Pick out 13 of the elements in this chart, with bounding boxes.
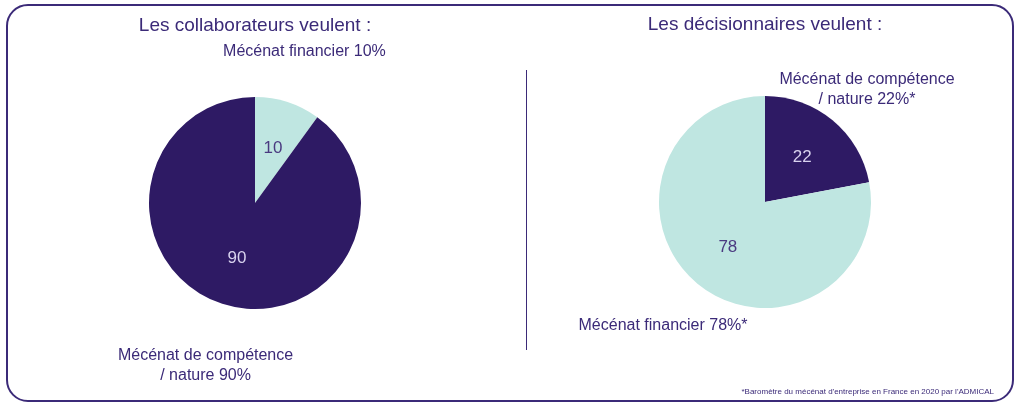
pie-slice bbox=[255, 97, 318, 203]
data-label: 90 bbox=[227, 248, 247, 268]
pie-slice bbox=[149, 97, 361, 309]
data-label: 10 bbox=[263, 137, 283, 157]
slice-label: Mécénat financier 10% bbox=[223, 41, 386, 59]
text: *Baromètre du mécénat d'entreprise en France en 2020 par l'ADMICAL bbox=[741, 387, 994, 396]
data-label: 22 bbox=[792, 147, 812, 167]
slice-label: Mécénat de compétence / nature 22%* bbox=[779, 69, 955, 107]
data-label: 78 bbox=[718, 236, 738, 256]
chart-title: Les décisionnaires veulent : bbox=[647, 13, 883, 34]
chart-title: Les collaborateurs veulent : bbox=[138, 13, 372, 35]
slice-label: Mécénat financier 78%* bbox=[578, 316, 748, 334]
slice-label: Mécénat de compétence / nature 90% bbox=[117, 346, 294, 384]
